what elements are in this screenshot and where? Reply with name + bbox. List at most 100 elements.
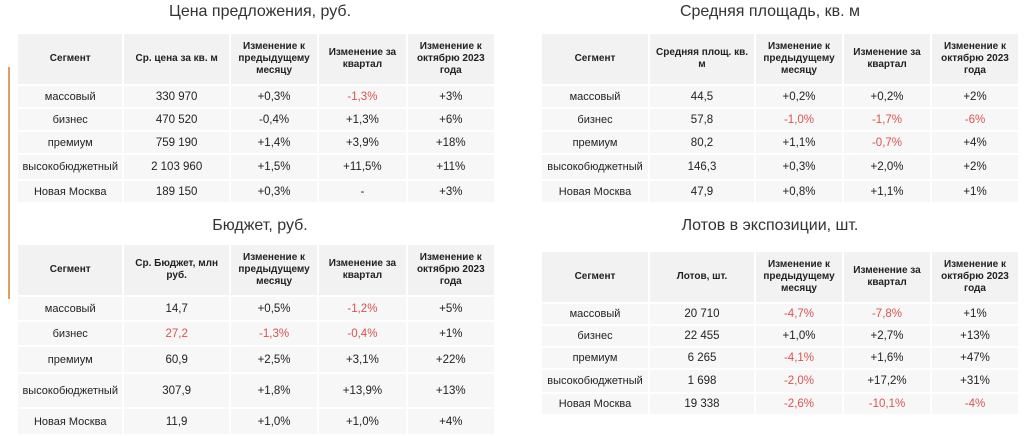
- cell-value: 470 520: [124, 109, 229, 130]
- header-change-quarter: Изменение за квартал: [319, 34, 406, 84]
- cell-change-quarter: -1,3%: [319, 86, 406, 107]
- cell-segment: Новая Москва: [18, 181, 123, 202]
- cell-value: 27,2: [124, 322, 229, 345]
- cell-change-quarter: -: [319, 181, 406, 202]
- cell-change-quarter: -7,8%: [844, 304, 930, 324]
- cell-segment: высокобюджетный: [542, 370, 648, 392]
- header-change-oct-2023: Изменение к октябрю 2023 года: [932, 34, 1018, 84]
- cell-change-quarter: +1,1%: [844, 181, 930, 202]
- cell-segment: массовый: [542, 304, 648, 324]
- cell-change-quarter: -10,1%: [844, 394, 930, 414]
- cell-change-quarter: +17,2%: [844, 370, 930, 392]
- cell-segment: бизнес: [18, 322, 123, 345]
- cell-segment: премиум: [18, 132, 123, 153]
- header-change-oct-2023: Изменение к октябрю 2023 года: [407, 245, 494, 295]
- table-row: премиум 759 190 +1,4% +3,9% +18%: [18, 132, 494, 153]
- cell-change-month: +1,5%: [230, 155, 318, 179]
- header-change-month: Изменение к предыдущему месяцу: [230, 245, 318, 295]
- accent-line: [8, 67, 10, 299]
- cell-change-month: +1,1%: [756, 132, 842, 153]
- cell-segment: бизнес: [542, 326, 648, 346]
- cell-change-quarter: +1,3%: [319, 109, 406, 130]
- cell-change-quarter: +3,1%: [319, 347, 406, 372]
- cell-segment: массовый: [542, 86, 648, 107]
- cell-change-month: +2,5%: [230, 347, 318, 372]
- cell-change-month: -4,1%: [756, 348, 842, 368]
- header-change-quarter: Изменение за квартал: [319, 245, 406, 295]
- cell-change-quarter: +3,9%: [319, 132, 406, 153]
- cell-change-quarter: -0,7%: [844, 132, 930, 153]
- cell-change-quarter: +11,5%: [319, 155, 406, 179]
- cell-value: 44,5: [650, 86, 754, 107]
- price-table: Сегмент Ср. цена за кв. м Изменение к пред…: [16, 32, 496, 204]
- cell-value: 47,9: [650, 181, 754, 202]
- cell-segment: Новая Москва: [542, 394, 648, 414]
- cell-change-quarter: -1,2%: [319, 297, 406, 320]
- budget-table: Сегмент Ср. Бюджет, млн руб. Изменение к п…: [16, 243, 496, 436]
- cell-segment: массовый: [18, 297, 123, 320]
- cell-change-oct-2023: +3%: [407, 181, 494, 202]
- cell-change-quarter: -1,7%: [844, 109, 930, 130]
- cell-change-month: +0,3%: [230, 86, 318, 107]
- table-row: премиум 60,9 +2,5% +3,1% +22%: [18, 347, 494, 372]
- lots-table-title: Лотов в экспозиции, шт.: [681, 217, 859, 234]
- table-row: премиум 80,2 +1,1% -0,7% +4%: [542, 132, 1018, 153]
- cell-value: 20 710: [650, 304, 754, 324]
- cell-value: 57,8: [650, 109, 754, 130]
- cell-segment: высокобюджетный: [18, 374, 123, 407]
- cell-value: 2 103 960: [124, 155, 229, 179]
- header-change-month: Изменение к предыдущему месяцу: [230, 34, 318, 84]
- cell-change-month: +0,3%: [756, 155, 842, 179]
- area-table: Сегмент Средняя площ. кв. м Изменение к пр…: [540, 32, 1020, 204]
- cell-value: 80,2: [650, 132, 754, 153]
- table-row: массовый 44,5 +0,2% +0,2% +2%: [542, 86, 1018, 107]
- cell-change-quarter: +1,0%: [319, 409, 406, 434]
- cell-value: 60,9: [124, 347, 229, 372]
- cell-value: 146,3: [650, 155, 754, 179]
- cell-change-quarter: -0,4%: [319, 322, 406, 345]
- cell-change-month: -2,0%: [756, 370, 842, 392]
- cell-change-month: -1,3%: [230, 322, 318, 345]
- header-segment: Сегмент: [542, 34, 648, 84]
- table-row: высокобюджетный 1 698 -2,0% +17,2% +31%: [542, 370, 1018, 392]
- header-value: Ср. Бюджет, млн руб.: [124, 245, 229, 295]
- cell-change-oct-2023: +4%: [932, 132, 1018, 153]
- header-value: Средняя площ. кв. м: [650, 34, 754, 84]
- cell-change-oct-2023: +2%: [932, 155, 1018, 179]
- cell-segment: Новая Москва: [18, 409, 123, 434]
- table-row: Новая Москва 11,9 +1,0% +1,0% +4%: [18, 409, 494, 434]
- price-table-title: Цена предложения, руб.: [168, 3, 352, 20]
- cell-change-month: +1,0%: [230, 409, 318, 434]
- header-segment: Сегмент: [542, 252, 648, 302]
- cell-change-month: -4,7%: [756, 304, 842, 324]
- cell-segment: высокобюджетный: [542, 155, 648, 179]
- cell-value: 19 338: [650, 394, 754, 414]
- cell-change-oct-2023: +6%: [407, 109, 494, 130]
- cell-change-quarter: +0,2%: [844, 86, 930, 107]
- table-row: Новая Москва 19 338 -2,6% -10,1% -4%: [542, 394, 1018, 414]
- cell-change-oct-2023: +1%: [932, 304, 1018, 324]
- table-row: массовый 330 970 +0,3% -1,3% +3%: [18, 86, 494, 107]
- cell-segment: бизнес: [18, 109, 123, 130]
- header-segment: Сегмент: [18, 245, 123, 295]
- table-row: бизнес 470 520 -0,4% +1,3% +6%: [18, 109, 494, 130]
- cell-change-month: -2,6%: [756, 394, 842, 414]
- cell-value: 11,9: [124, 409, 229, 434]
- cell-segment: премиум: [18, 347, 123, 372]
- table-row: высокобюджетный 2 103 960 +1,5% +11,5% +11%: [18, 155, 494, 179]
- header-change-month: Изменение к предыдущему месяцу: [756, 252, 842, 302]
- cell-change-oct-2023: +3%: [407, 86, 494, 107]
- cell-change-oct-2023: +13%: [407, 374, 494, 407]
- header-value: Лотов, шт.: [650, 252, 754, 302]
- table-row: массовый 14,7 +0,5% -1,2% +5%: [18, 297, 494, 320]
- cell-change-quarter: +1,6%: [844, 348, 930, 368]
- cell-change-oct-2023: +4%: [407, 409, 494, 434]
- cell-value: 307,9: [124, 374, 229, 407]
- cell-segment: массовый: [18, 86, 123, 107]
- table-row: Новая Москва 47,9 +0,8% +1,1% +1%: [542, 181, 1018, 202]
- table-row: бизнес 22 455 +1,0% +2,7% +13%: [542, 326, 1018, 346]
- table-row: премиум 6 265 -4,1% +1,6% +47%: [542, 348, 1018, 368]
- cell-change-month: +0,8%: [756, 181, 842, 202]
- cell-change-quarter: +2,7%: [844, 326, 930, 346]
- table-row: бизнес 27,2 -1,3% -0,4% +1%: [18, 322, 494, 345]
